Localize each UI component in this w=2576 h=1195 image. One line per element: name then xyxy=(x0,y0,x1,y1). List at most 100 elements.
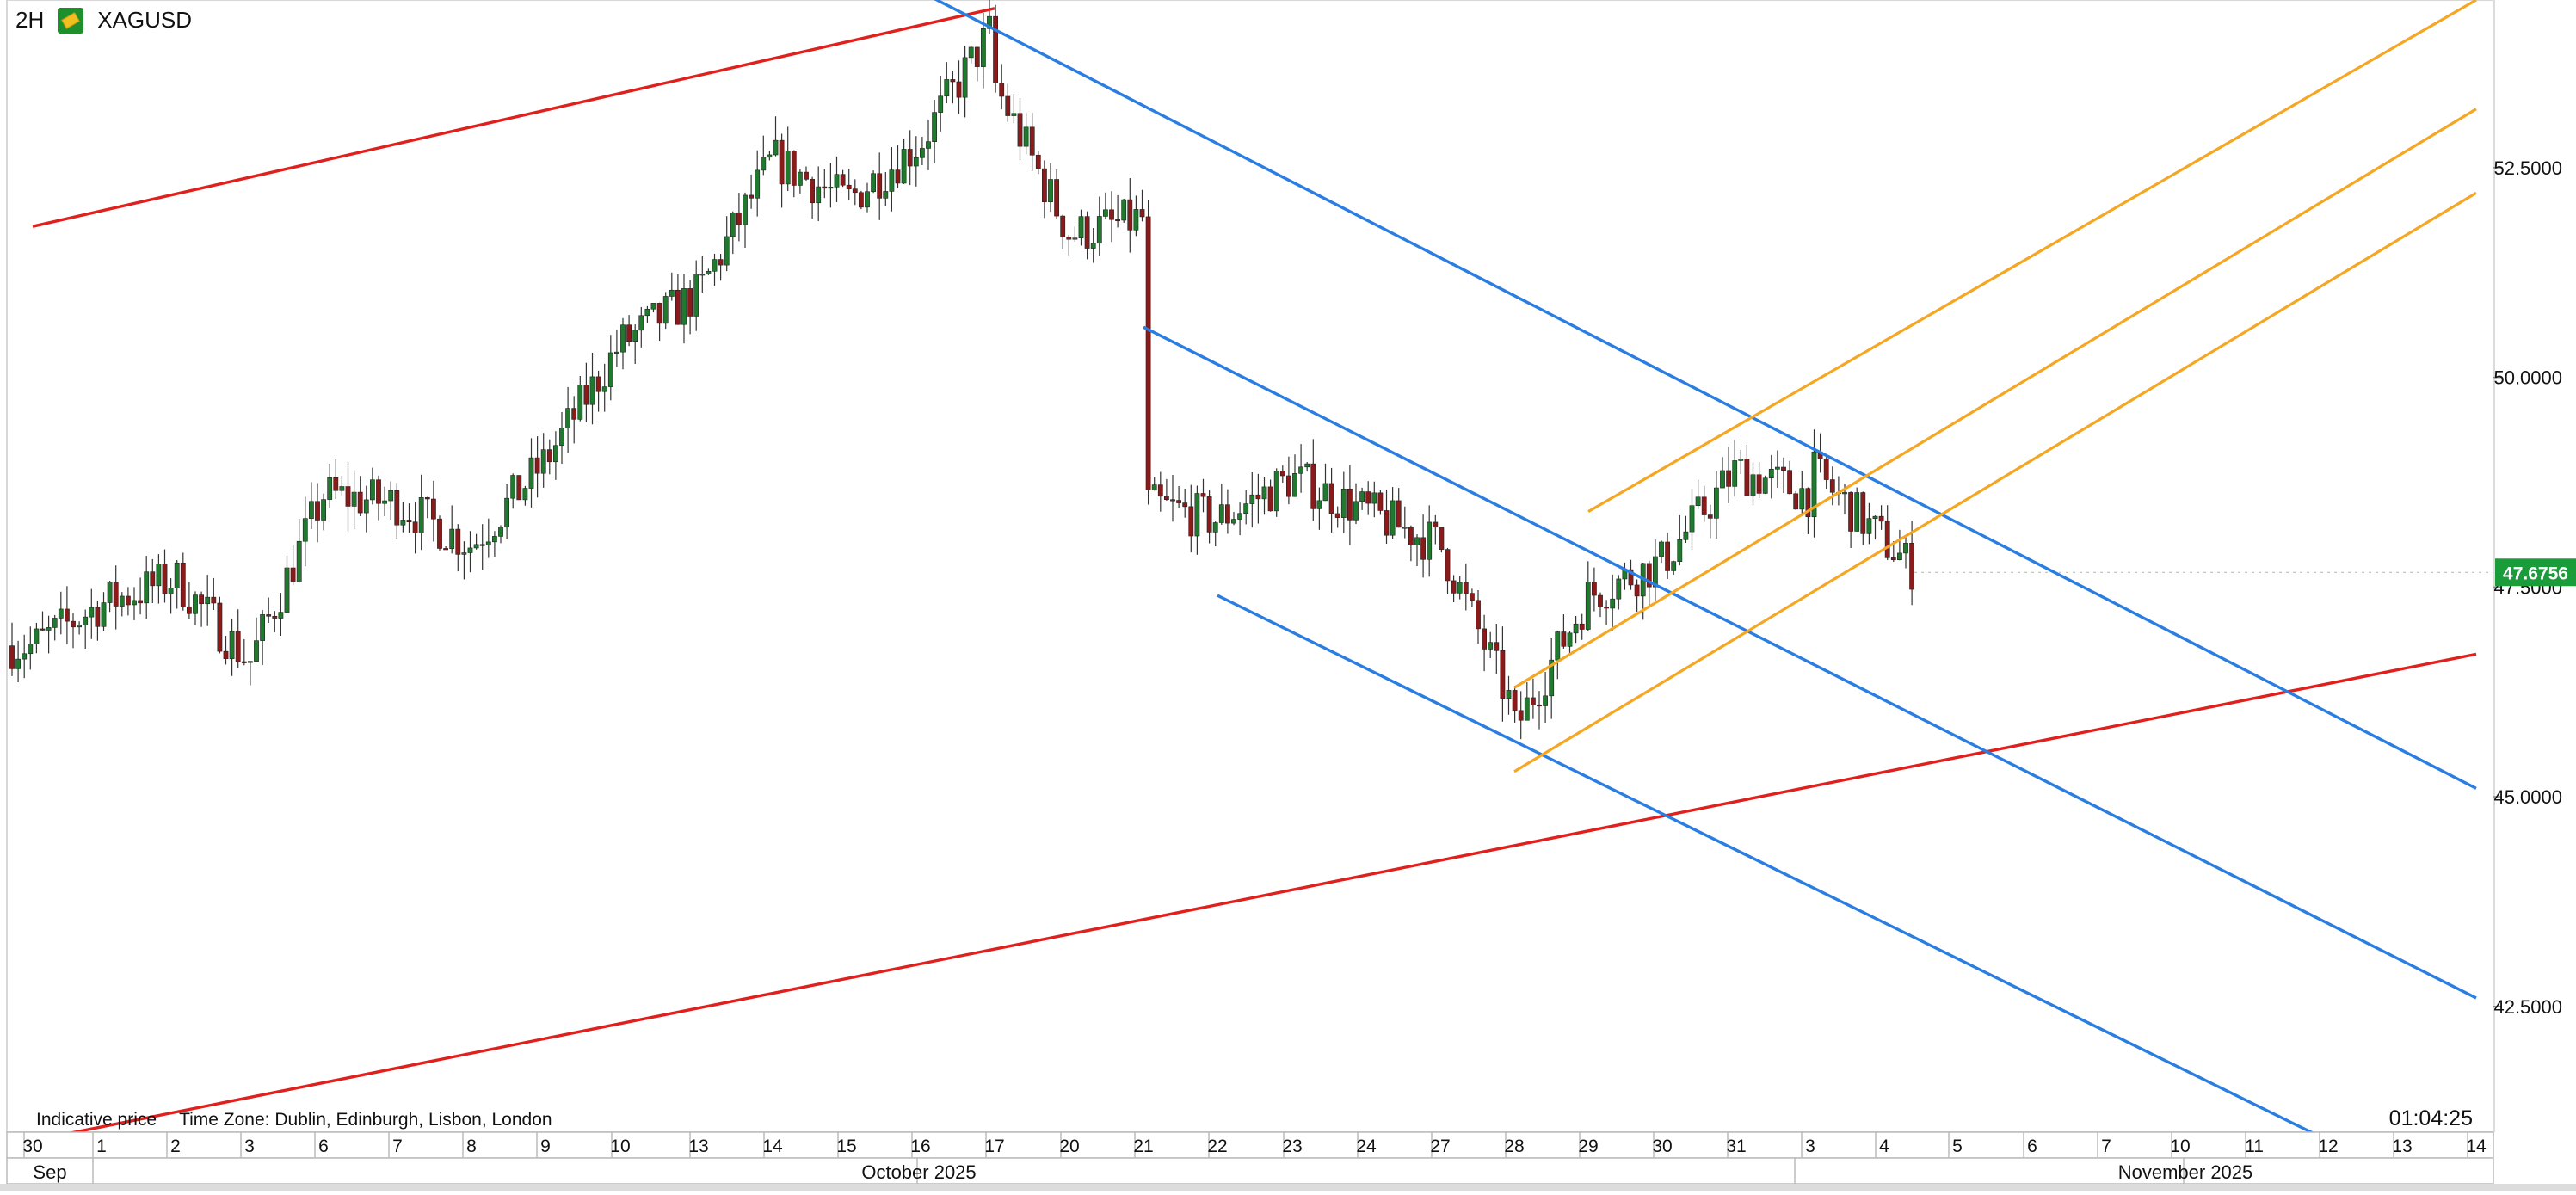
candle-body xyxy=(77,625,82,628)
candle-body xyxy=(1090,243,1096,249)
candle-body xyxy=(113,582,119,607)
candle-body xyxy=(321,499,326,521)
candle-body xyxy=(162,564,168,594)
candle-body xyxy=(1133,209,1139,231)
candle-body xyxy=(247,661,253,663)
candle-body xyxy=(638,315,644,331)
candle-body xyxy=(1750,474,1756,496)
candle-body xyxy=(473,544,479,549)
candle-body xyxy=(1793,493,1799,510)
candle-body xyxy=(1151,484,1157,490)
candle-body xyxy=(669,289,675,297)
candle-body xyxy=(712,259,718,272)
candle-body xyxy=(516,475,522,501)
candle-body xyxy=(1206,496,1212,533)
candle-body xyxy=(1237,513,1242,520)
candle-body xyxy=(1054,179,1059,217)
candle-body xyxy=(1573,623,1579,634)
candle-body xyxy=(430,498,436,520)
candle-body xyxy=(1592,582,1597,596)
candle-body xyxy=(119,595,125,607)
candle-body xyxy=(950,79,956,83)
candle-body xyxy=(871,173,876,193)
candle-body xyxy=(388,490,394,502)
candle-body xyxy=(595,376,601,392)
candle-body xyxy=(1170,499,1175,502)
candle-body xyxy=(1304,463,1310,468)
candle-body xyxy=(15,658,21,669)
candle-body xyxy=(626,324,632,342)
candle-body xyxy=(217,602,223,652)
candle-body xyxy=(1854,492,1860,532)
candle-body xyxy=(1334,513,1340,518)
x-tick-label: 13 xyxy=(688,1136,708,1156)
y-axis: 52.500050.000047.500045.000042.500047.67… xyxy=(1914,157,2576,1018)
candle-body xyxy=(1365,491,1371,504)
candle-body xyxy=(1463,582,1469,594)
candle-body xyxy=(1188,506,1194,537)
candle-body xyxy=(620,324,626,353)
candle-body xyxy=(1145,216,1151,490)
candle-body xyxy=(1103,209,1108,217)
candle-body xyxy=(724,236,730,266)
candle-body xyxy=(479,544,485,546)
candle-body xyxy=(565,408,570,428)
candle-body xyxy=(46,627,52,631)
candle-body xyxy=(132,600,137,606)
candle-body xyxy=(437,518,442,549)
blue-trendline xyxy=(1143,325,2477,1000)
candle-body xyxy=(1011,113,1017,116)
x-tick-label: 7 xyxy=(392,1136,403,1156)
candle-body xyxy=(1598,594,1603,607)
candle-body xyxy=(510,475,516,499)
candle-body xyxy=(1042,168,1047,203)
candle-body xyxy=(1451,580,1457,594)
x-tick-label: 4 xyxy=(1879,1136,1889,1156)
candle-body xyxy=(1200,493,1206,497)
candle-body xyxy=(1255,494,1261,500)
candle-body xyxy=(956,81,962,98)
candle-body xyxy=(1328,483,1334,514)
candle-body xyxy=(1212,522,1218,533)
candle-body xyxy=(816,186,822,204)
candle-body xyxy=(1842,492,1847,495)
candle-body xyxy=(644,308,650,317)
symbol-label[interactable]: XAGUSD xyxy=(97,7,193,33)
candle-body xyxy=(65,608,70,622)
candle-body xyxy=(1744,459,1750,496)
candle-body xyxy=(552,445,558,463)
candle-body xyxy=(755,169,761,199)
candle-body xyxy=(907,149,913,167)
candle-body xyxy=(1249,494,1255,504)
candle-body xyxy=(913,157,919,167)
candle-body xyxy=(1738,459,1744,461)
candle-body xyxy=(1286,475,1291,497)
candle-body xyxy=(1634,584,1640,597)
blue-trendline xyxy=(934,0,2477,790)
x-tick-label: 3 xyxy=(1805,1136,1815,1156)
candle-body xyxy=(1720,470,1725,489)
timeframe-label[interactable]: 2H xyxy=(15,7,45,33)
candle-body xyxy=(327,477,333,500)
candle-body xyxy=(449,528,455,549)
candle-body xyxy=(1512,690,1518,711)
candle-body xyxy=(693,274,699,317)
candle-body xyxy=(1628,569,1634,586)
candle-body xyxy=(1866,518,1872,534)
x-tick-label: 31 xyxy=(1726,1136,1746,1156)
candle-body xyxy=(1677,539,1683,562)
candle-body xyxy=(138,600,143,604)
candle-body xyxy=(1231,519,1236,524)
candle-body xyxy=(254,640,259,662)
candle-body xyxy=(577,385,583,420)
candle-body xyxy=(498,527,503,537)
candle-body xyxy=(1023,126,1029,147)
candle-body xyxy=(1488,642,1494,650)
red-trendline xyxy=(32,652,2477,1143)
candle-body xyxy=(235,631,241,662)
candle-body xyxy=(168,588,174,594)
candle-body xyxy=(1194,493,1200,537)
candle-body xyxy=(278,612,284,619)
